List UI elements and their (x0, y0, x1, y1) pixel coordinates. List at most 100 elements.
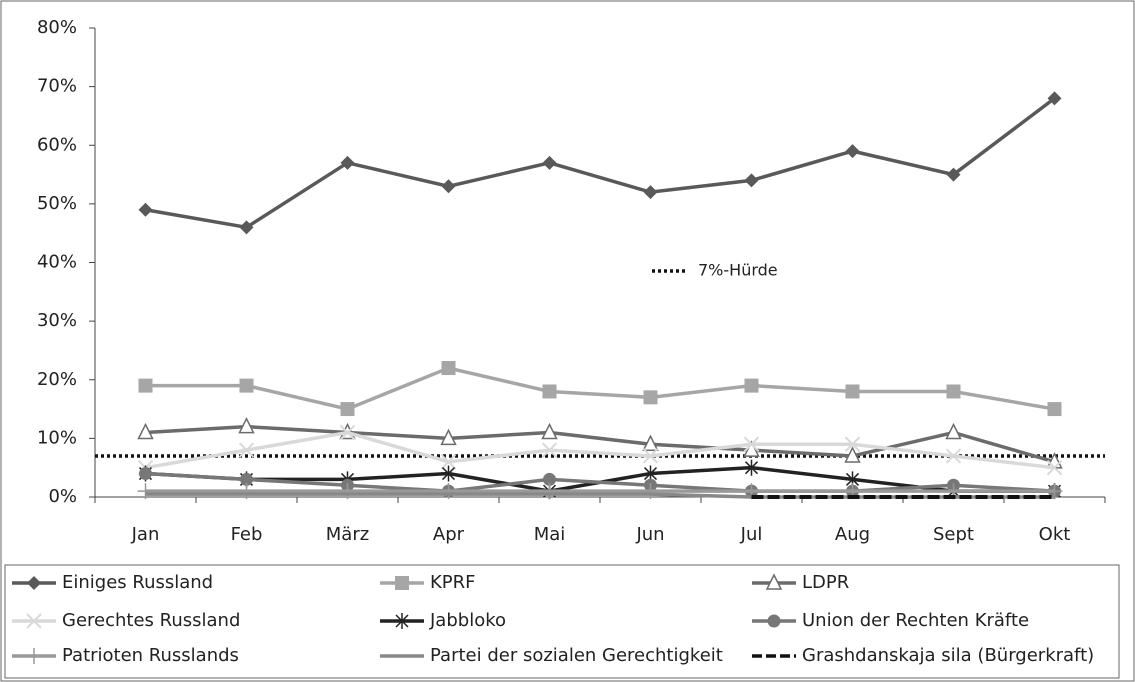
marker (26, 613, 42, 629)
y-tick-label: 0% (48, 486, 77, 507)
legend-label: Partei der sozialen Gerechtigkeit (430, 645, 723, 666)
marker (946, 384, 961, 399)
marker (744, 173, 759, 188)
marker (395, 576, 409, 590)
marker (340, 155, 355, 170)
marker (340, 402, 355, 417)
legend-label: Patrioten Russlands (62, 645, 239, 666)
marker (440, 454, 457, 470)
marker (743, 436, 760, 452)
x-tick-label: Jan (131, 524, 160, 545)
legend-item: Patrioten Russlands (12, 645, 239, 666)
marker (541, 442, 558, 458)
marker (642, 448, 659, 464)
marker (1047, 91, 1062, 106)
x-tick-label: Okt (1039, 524, 1071, 545)
x-tick-label: Apr (433, 524, 465, 545)
series-line (145, 96, 1056, 230)
marker (1047, 402, 1062, 417)
marker (26, 648, 42, 664)
legend-item: Gerechtes Russland (12, 610, 240, 631)
marker (441, 361, 456, 376)
marker (27, 576, 41, 590)
legend-item: Partei der sozialen Gerechtigkeit (380, 645, 723, 666)
legend-item: LDPR (752, 572, 849, 593)
x-tick-label: Mai (534, 524, 566, 545)
marker (139, 467, 152, 481)
x-tick-label: März (326, 524, 369, 545)
threshold-label: 7%-Hürde (698, 261, 778, 280)
y-tick-label: 60% (37, 134, 77, 155)
series-line (145, 424, 1055, 464)
legend-label: LDPR (802, 572, 849, 593)
marker (744, 378, 759, 393)
x-tick-label: Sept (933, 524, 974, 545)
legend-label: Jabbloko (429, 610, 506, 631)
marker (440, 483, 457, 500)
marker (238, 416, 255, 434)
marker (542, 384, 557, 399)
marker (542, 155, 557, 170)
marker (339, 424, 356, 441)
marker (238, 483, 255, 500)
marker (1046, 459, 1063, 476)
series-line (145, 471, 1055, 493)
marker (845, 144, 860, 159)
y-tick-label: 20% (37, 369, 77, 390)
y-tick-label: 50% (37, 193, 77, 214)
legend-label: KPRF (430, 572, 476, 593)
marker (845, 384, 860, 399)
x-tick-label: Jul (740, 524, 763, 545)
legend-item: Jabbloko (380, 610, 506, 631)
marker (643, 185, 658, 200)
legend-label: Einiges Russland (62, 572, 213, 593)
legend-item: Grashdanskaja sila (Bürgerkraft) (752, 645, 1094, 666)
marker (945, 422, 962, 440)
series-line (145, 430, 1055, 470)
marker (239, 220, 254, 235)
legend-item: Union der Rechten Kräfte (752, 610, 1029, 631)
y-tick-label: 30% (37, 310, 77, 331)
marker (137, 483, 154, 500)
marker (138, 378, 153, 393)
marker (642, 483, 659, 500)
marker (541, 483, 558, 500)
marker (441, 465, 456, 482)
series-line (145, 366, 1055, 411)
legend-label: Gerechtes Russland (62, 610, 240, 631)
marker (138, 202, 153, 217)
marker (240, 472, 253, 486)
marker (339, 483, 356, 500)
legend-item: Einiges Russland (12, 572, 213, 593)
y-tick-label: 70% (37, 76, 77, 97)
y-tick-label: 80% (37, 17, 77, 38)
marker (844, 436, 861, 452)
legend-label: Grashdanskaja sila (Bürgerkraft) (802, 645, 1094, 666)
marker (137, 422, 154, 440)
marker (844, 446, 861, 463)
marker (543, 472, 556, 486)
y-tick-label: 10% (37, 427, 77, 448)
y-tick-label: 40% (37, 252, 77, 273)
legend-box (4, 564, 1120, 679)
x-tick-label: Jun (635, 524, 664, 545)
marker (541, 422, 558, 440)
marker (642, 434, 659, 451)
legend-label: Union der Rechten Kräfte (802, 610, 1029, 631)
marker (765, 573, 783, 590)
marker (945, 448, 962, 464)
marker (946, 167, 961, 182)
marker (441, 179, 456, 194)
marker (767, 614, 781, 628)
x-tick-label: Feb (231, 524, 263, 545)
marker (395, 613, 409, 629)
marker (440, 428, 457, 446)
marker (239, 378, 254, 393)
marker (744, 459, 759, 476)
marker (238, 442, 255, 458)
legend-item: KPRF (380, 572, 476, 593)
marker (643, 390, 658, 405)
x-tick-label: Aug (835, 524, 870, 545)
